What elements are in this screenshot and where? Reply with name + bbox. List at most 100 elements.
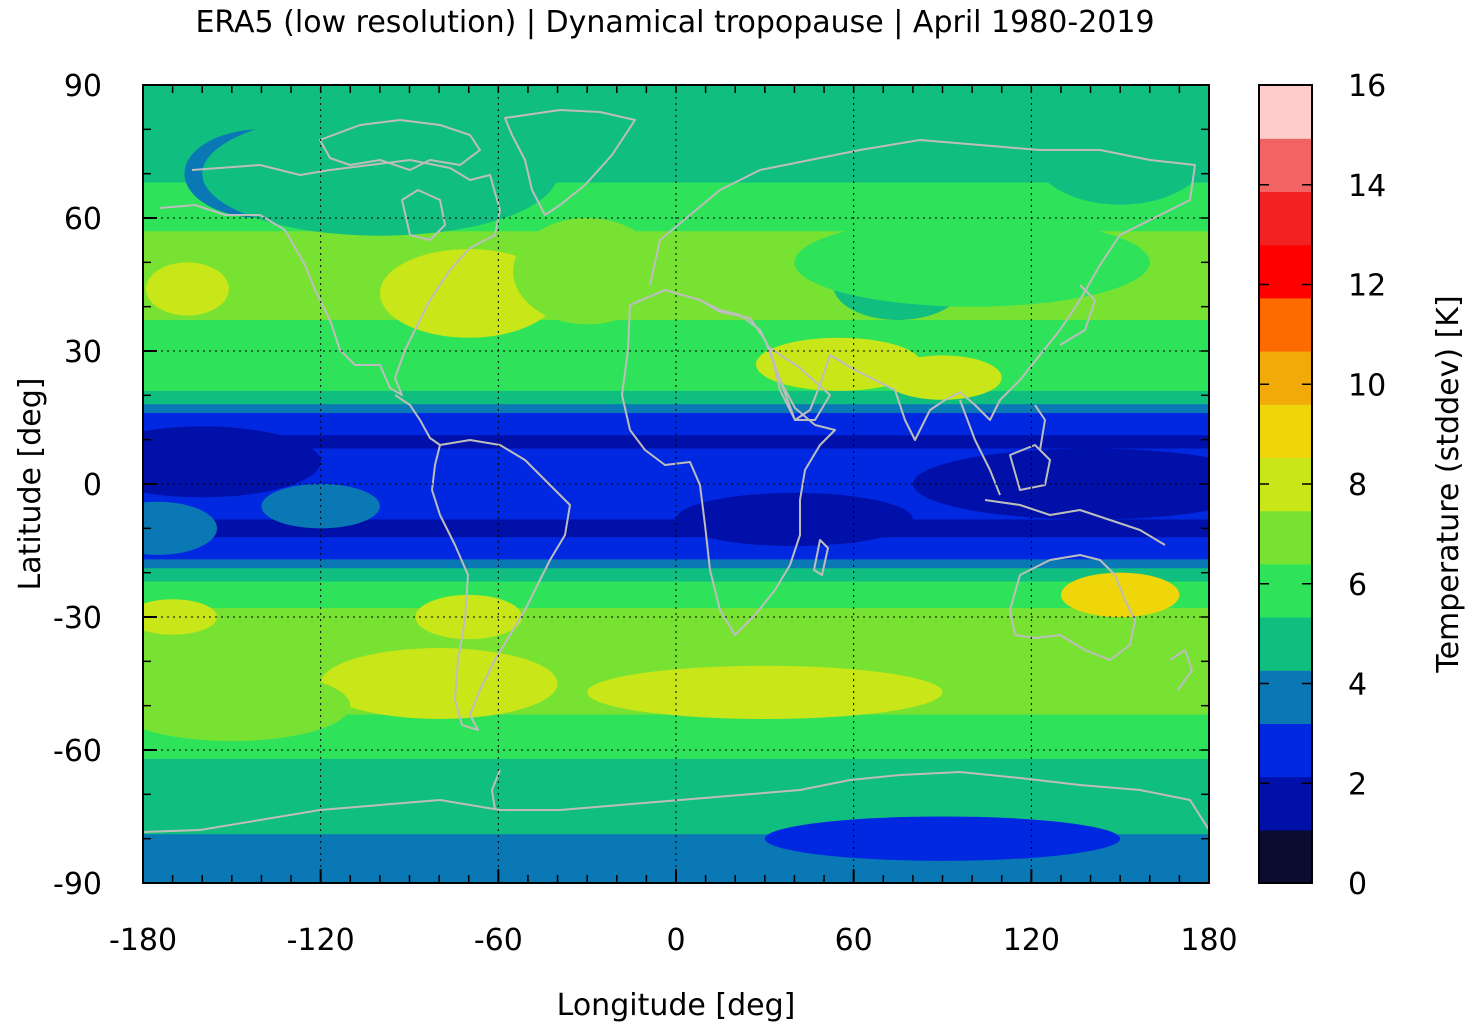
heatmap-band [143,249,1209,255]
heatmap-band [143,590,1209,596]
colorbar-swatch [1259,85,1312,139]
colorbar-swatch [1259,617,1312,671]
heatmap-band [143,319,1209,325]
colorbar-tick-label: 0 [1348,867,1367,902]
heatmap-band [143,727,1209,733]
heatmap-band [143,745,1209,751]
heatmap-band [143,302,1209,308]
heatmap-band [143,213,1209,219]
heatmap-band [143,133,1209,139]
heatmap-band [143,280,1209,286]
plot-grid [143,85,1209,883]
heatmap-band [143,554,1209,560]
heatmap-band [143,386,1209,392]
heatmap-band [143,399,1209,405]
heatmap-region [912,448,1209,520]
heatmap-band [143,825,1209,831]
colorbar-swatch [1259,776,1312,831]
heatmap-band [143,523,1209,529]
heatmap-band [143,253,1209,259]
heatmap-band [143,452,1209,458]
coastline-arctic-islands [319,119,481,171]
heatmap-band [143,723,1209,729]
colorbar-tick-label: 2 [1348,767,1367,802]
coastline-north-america [159,159,501,396]
heatmap-region [1031,98,1209,205]
colorbar-tick-label: 12 [1348,269,1386,304]
coastline-eurasia [649,139,1196,441]
heatmap-band [143,781,1209,787]
heatmap-band [143,337,1209,343]
heatmap-band [143,816,1209,822]
heatmap-band [143,865,1209,871]
heatmap-region [676,492,913,547]
heatmap-band [143,608,1209,614]
heatmap-band [143,169,1209,175]
coastline-australia [1009,554,1136,661]
coastline-greenland [504,109,636,216]
coastline-southeast-asia [959,399,1001,496]
heatmap-band [143,537,1209,543]
heatmap-band [143,439,1209,445]
colorbar-swatch [1259,829,1312,884]
heatmap-region [794,218,1150,307]
colorbar-label: Temperature (stddev) [K] [1431,295,1466,673]
coastline-hudson-bay [401,189,446,241]
y-tick-label: 90 [64,69,102,104]
heatmap-band [143,639,1209,645]
colorbar-swatch [1259,723,1312,778]
heatmap-band [143,306,1209,312]
heatmap-band [143,714,1209,720]
heatmap-region [513,218,662,325]
colorbar-swatch [1259,191,1312,246]
heatmap-band [143,351,1209,357]
x-tick-label: -180 [109,923,177,958]
colorbar-swatch [1259,244,1312,299]
heatmap-band [143,382,1209,388]
heatmap-region [379,249,558,338]
heatmap-band [143,204,1209,210]
heatmap-band [143,417,1209,423]
heatmap-band [143,568,1209,574]
heatmap-band [143,102,1209,108]
colorbar-swatch [1259,351,1312,405]
heatmap-region [557,457,736,511]
heatmap-band [143,182,1209,188]
heatmap-band [143,625,1209,631]
y-tick-label: -30 [53,601,102,636]
y-tick-label: -90 [53,867,102,902]
heatmap-band [143,284,1209,290]
y-tick-label: 60 [64,202,102,237]
coastline-new-zealand [1169,649,1193,691]
heatmap-band [143,510,1209,516]
y-axis-ticks: 90 60 30 0 -30 -60 -90 [53,69,157,902]
heatmap-band [143,288,1209,294]
heatmap-band [143,612,1209,618]
heatmap-band [143,195,1209,201]
coastline-indonesia [984,499,1166,546]
heatmap-band [143,178,1209,184]
coastline-south-america [431,439,571,731]
heatmap-band [143,656,1209,662]
heatmap-band [143,794,1209,800]
colorbar-swatch [1259,297,1312,352]
colorbar-tick-label: 4 [1348,668,1367,703]
x-tick-label: 120 [1003,923,1060,958]
heatmap-band [143,297,1209,303]
heatmap-band [143,93,1209,99]
heatmap-band [143,541,1209,547]
heatmap-band [143,829,1209,835]
heatmap-band [143,218,1209,224]
heatmap-band [143,661,1209,667]
heatmap-band [143,266,1209,272]
coastlines [143,109,1209,833]
x-tick-label: 180 [1180,923,1237,958]
colorbar-swatch [1259,510,1312,565]
heatmap-band [143,315,1209,321]
heatmap-band [143,763,1209,769]
heatmap-band [143,812,1209,818]
heatmap-band [143,856,1209,862]
colorbar-swatch [1259,670,1312,724]
heatmap-band [143,147,1209,153]
heatmap-band [143,807,1209,813]
